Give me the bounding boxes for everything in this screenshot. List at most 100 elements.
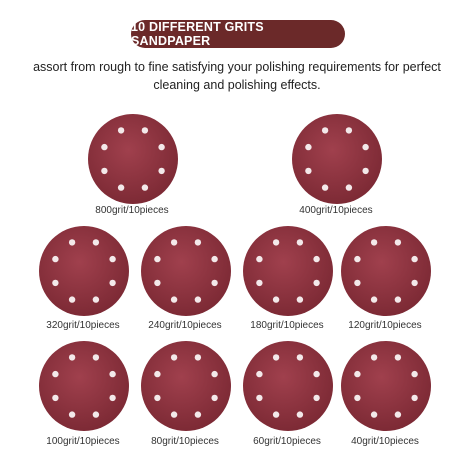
dust-hole [194,296,202,303]
dust-hole [370,354,378,361]
dust-hole [362,143,369,151]
dust-hole [92,296,100,303]
dust-hole [411,279,418,287]
dust-hole [272,239,280,246]
dust-hole [272,411,280,418]
dust-hole [394,411,402,418]
description-line-2: cleaning and polishing effects. [153,78,321,92]
sanding-disc-graphic [39,341,129,431]
sanding-disc-graphic [39,226,129,316]
dust-hole [68,354,76,361]
grit-label-80: 80grit/10pieces [151,436,219,447]
dust-hole [154,394,161,402]
grit-label-800: 800grit/10pieces [95,205,169,216]
grit-label-100: 100grit/10pieces [46,436,120,447]
dust-hole [354,279,361,287]
dust-hole [313,279,320,287]
dust-hole [296,296,304,303]
title-banner: 10 DIFFERENT GRITS SANDPAPER [131,20,345,48]
sanding-disc-graphic [243,341,333,431]
grit-label-400: 400grit/10pieces [299,205,373,216]
grit-label-240: 240grit/10pieces [148,320,222,331]
sanding-disc-800 [87,113,179,205]
dust-hole [101,167,108,175]
dust-hole [354,370,361,378]
sanding-disc-graphic [141,341,231,431]
dust-hole [68,296,76,303]
page-title: 10 DIFFERENT GRITS SANDPAPER [131,20,264,48]
grit-label-40: 40grit/10pieces [351,436,419,447]
dust-hole [296,239,304,246]
dust-hole [411,394,418,402]
dust-hole [68,239,76,246]
disc-face [88,114,178,204]
grit-label-320: 320grit/10pieces [46,320,120,331]
dust-hole [394,296,402,303]
sanding-disc-320 [38,225,130,317]
sanding-disc-120 [340,225,432,317]
dust-hole [362,167,369,175]
dust-hole [345,127,353,134]
disc-face [243,341,333,431]
dust-hole [141,184,149,191]
sanding-disc-240 [140,225,232,317]
dust-hole [154,370,161,378]
dust-hole [345,184,353,191]
dust-hole [305,167,312,175]
sanding-disc-graphic [243,226,333,316]
sanding-disc-80 [140,340,232,432]
dust-hole [109,370,116,378]
dust-hole [52,370,59,378]
disc-face [141,226,231,316]
dust-hole [296,411,304,418]
dust-hole [170,411,178,418]
dust-hole [52,394,59,402]
disc-face [141,341,231,431]
dust-hole [256,370,263,378]
grit-label-60: 60grit/10pieces [253,436,321,447]
dust-hole [256,255,263,263]
dust-hole [370,296,378,303]
disc-face [292,114,382,204]
dust-hole [313,394,320,402]
dust-hole [256,394,263,402]
dust-hole [154,255,161,263]
dust-hole [296,354,304,361]
dust-hole [154,279,161,287]
dust-hole [354,394,361,402]
dust-hole [109,279,116,287]
dust-hole [170,354,178,361]
dust-hole [52,279,59,287]
dust-hole [117,127,125,134]
dust-hole [52,255,59,263]
dust-hole [394,239,402,246]
dust-hole [370,411,378,418]
dust-hole [158,143,165,151]
dust-hole [321,184,329,191]
dust-hole [101,143,108,151]
dust-hole [109,255,116,263]
dust-hole [256,279,263,287]
disc-face [243,226,333,316]
description: assort from rough to fine satisfying you… [10,58,464,94]
disc-face [39,341,129,431]
sanding-disc-graphic [341,226,431,316]
description-line-1: assort from rough to fine satisfying you… [33,60,441,74]
dust-hole [211,255,218,263]
sanding-disc-graphic [141,226,231,316]
dust-hole [170,296,178,303]
dust-hole [194,239,202,246]
grit-label-120: 120grit/10pieces [348,320,422,331]
disc-face [341,226,431,316]
dust-hole [354,255,361,263]
sanding-disc-graphic [341,341,431,431]
sanding-disc-100 [38,340,130,432]
dust-hole [92,411,100,418]
dust-hole [194,411,202,418]
dust-hole [141,127,149,134]
dust-hole [411,370,418,378]
sanding-disc-180 [242,225,334,317]
dust-hole [211,279,218,287]
dust-hole [272,354,280,361]
dust-hole [158,167,165,175]
